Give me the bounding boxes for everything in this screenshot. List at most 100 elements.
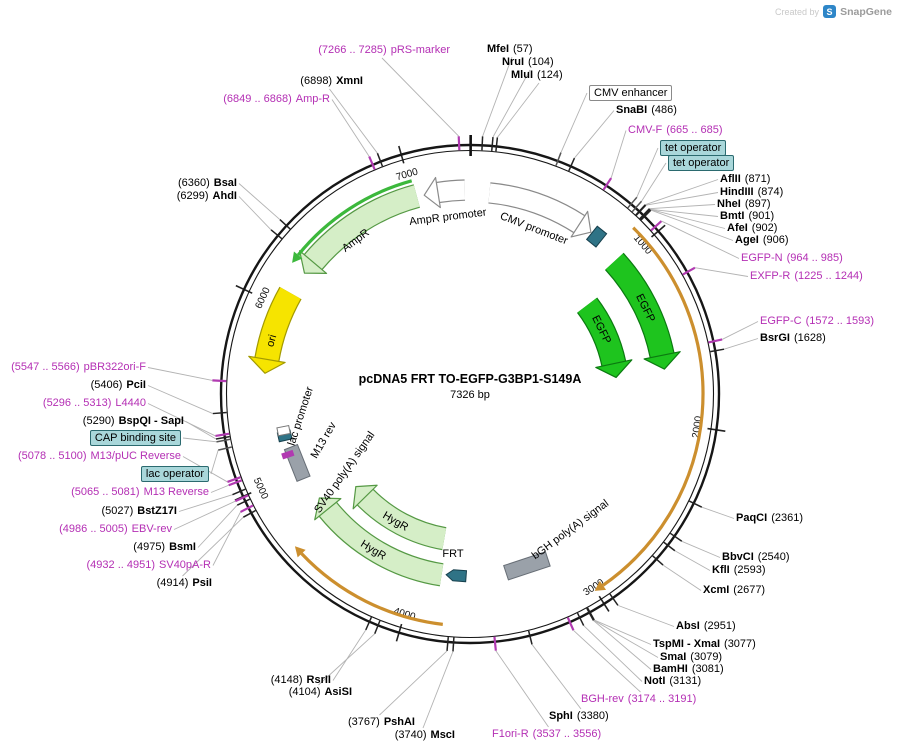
enzyme-label-sphi[interactable]: SphI (3380) [549,710,613,723]
watermark-created-by: Created by [775,6,820,17]
feature-arrowhead-ampr[interactable] [299,250,328,275]
site-tick [493,636,497,651]
enzyme-label-pcii[interactable]: (5406) PciI [87,379,146,392]
feature-arc-hygr[interactable] [357,489,447,550]
feature-box-purple[interactable] [281,449,295,460]
primer-label-exfp-r[interactable]: EXFP-R (1225 .. 1244) [750,270,867,283]
enzyme-label-mfei[interactable]: MfeI (57) [487,43,537,56]
callout-line [178,494,233,512]
feature-box-gray[interactable] [283,443,311,482]
backbone-inner-ring[interactable] [225,149,715,639]
orf-arc-orange[interactable] [300,552,443,626]
site-tick [710,348,725,353]
enzyme-label-aflii[interactable]: AflII (871) [720,173,774,186]
enzyme-label-noti[interactable]: NotI (3131) [644,675,705,688]
plasmid-title-block: pcDNA5 FRT TO-EGFP-G3BP1-S149A 7326 bp [359,372,582,401]
feature-arrowhead-ori[interactable] [248,355,286,374]
feature-box-gray[interactable] [503,551,551,581]
orf-arc-orange[interactable] [602,226,705,587]
enzyme-label-nrui[interactable]: NruI (104) [502,56,558,69]
site-tick [481,136,484,151]
primer-label-cmv-f[interactable]: CMV-F (665 .. 685) [628,124,727,137]
enzyme-label-asisi[interactable]: (4104) AsiSI [285,686,352,699]
feature-arrowhead-hygr[interactable] [352,484,378,510]
orf-arc-green[interactable] [296,179,413,257]
primer-label-sv40pa-r[interactable]: (4932 .. 4951) SV40pA-R [83,559,211,572]
primer-label-bgh-rev[interactable]: BGH-rev (3174 .. 3191) [581,693,700,706]
callout-line [594,619,652,645]
enzyme-label-psii[interactable]: (4914) PsiI [153,577,212,590]
enzyme-label-bmti[interactable]: BmtI (901) [720,210,778,223]
feature-arrowhead-egfp[interactable] [595,359,633,379]
feature-arc-ori[interactable] [255,287,301,362]
site-tick [242,509,256,518]
callout-line [482,56,513,137]
feature-box-teal[interactable] [585,225,608,248]
callout-line [636,147,659,198]
backbone-outer-ring[interactable] [219,143,721,645]
site-tick [234,494,249,503]
primer-label-egfp-n[interactable]: EGFP-N (964 .. 985) [741,252,847,265]
enzyme-label-afei[interactable]: AfeI (902) [727,222,781,235]
site-tick [495,137,499,152]
enzyme-label-bbvci[interactable]: BbvCI (2540) [722,551,794,564]
enzyme-label-xmni[interactable]: (6898) XmnI [296,75,363,88]
region-label-lac-operator[interactable]: lac operator [140,466,209,482]
feature-arrowhead-ampr-promoter[interactable] [423,176,441,209]
primer-range: (5547 .. 5566) [11,361,80,373]
enzyme-label-nhei[interactable]: NheI (897) [717,198,775,211]
enzyme-label-ahdi[interactable]: (6299) AhdI [173,190,237,203]
enzyme-label-rsrii[interactable]: (4148) RsrII [267,674,331,687]
site-tick [669,532,683,542]
primer-label-ebv-rev[interactable]: (4986 .. 5005) EBV-rev [55,523,172,536]
enzyme-label-snabi[interactable]: SnaBI (486) [616,104,681,117]
enzyme-label-paqci[interactable]: PaqCI (2361) [736,512,807,525]
enzyme-label-kfli[interactable]: KflI (2593) [712,564,770,577]
region-label-cap-binding-site[interactable]: CAP binding site [89,430,181,446]
site-tick [555,152,562,166]
enzyme-name: MfeI [487,43,509,55]
enzyme-label-hindiii[interactable]: HindIII (874) [720,186,787,199]
region-label-tet-operator-2[interactable]: tet operator [668,155,735,171]
primer-label-amp-r[interactable]: (6849 .. 6868) Amp-R [219,93,330,106]
enzyme-label-bsmi[interactable]: (4975) BsmI [129,541,196,554]
feature-box-white[interactable] [276,425,291,437]
primer-label-l4440[interactable]: (5296 .. 5313) L4440 [39,397,146,410]
enzyme-label-bspqi-sapi[interactable]: (5290) BspQI - SapI [79,415,184,428]
enzyme-label-bstz17i[interactable]: (5027) BstZ17I [97,505,177,518]
feature-arrowhead-cmv-promoter[interactable] [570,210,592,238]
region-label-tet-operator-1[interactable]: tet operator [660,140,727,156]
primer-label-m13-reverse[interactable]: (5065 .. 5081) M13 Reverse [67,486,209,499]
site-tick [376,152,384,167]
enzyme-label-smai[interactable]: SmaI (3079) [660,651,726,664]
feature-arc-egfp[interactable] [577,298,626,367]
feature-arc-egfp[interactable] [605,253,674,358]
enzyme-label-msci[interactable]: (3740) MscI [391,729,455,742]
feature-arc-ampr[interactable] [304,185,420,270]
primer-name: M13 Reverse [143,486,209,498]
feature-arrowhead-egfp[interactable] [643,351,681,370]
enzyme-label-bamhi[interactable]: BamHI (3081) [653,663,728,676]
primer-label-m13-puc-reverse[interactable]: (5078 .. 5100) M13/pUC Reverse [14,450,181,463]
callout-line [583,625,643,682]
enzyme-label-absi[interactable]: AbsI (2951) [676,620,740,633]
feature-arc-cmv-promoter[interactable] [488,183,585,233]
enzyme-label-pshai[interactable]: (3767) PshAI [344,716,415,729]
primer-label-f1ori-r[interactable]: F1ori-R (3537 .. 3556) [492,728,605,741]
site-tick [527,630,533,645]
enzyme-label-agei[interactable]: AgeI (906) [735,234,793,247]
enzyme-label-bsai[interactable]: (6360) BsaI [174,177,237,190]
callout-line [332,629,367,681]
primer-label-egfp-c[interactable]: EGFP-C (1572 .. 1593) [760,315,878,328]
feature-arc-hygr[interactable] [319,502,444,586]
primer-label-prs-marker[interactable]: (7266 .. 7285) pRS-marker [314,44,450,57]
frt-site-arrow[interactable] [445,569,468,583]
region-label-cmv-enhancer[interactable]: CMV enhancer [589,85,673,101]
enzyme-label-tspmi-xmai[interactable]: TspMI - XmaI (3077) [653,638,760,651]
enzyme-label-mlui[interactable]: MluI (124) [511,69,567,82]
feature-arc-ampr-promoter[interactable] [436,180,466,202]
feature-arrowhead-hygr[interactable] [314,497,342,521]
enzyme-label-xcmi[interactable]: XcmI (2677) [703,584,769,597]
primer-label-pbr322ori-f[interactable]: (5547 .. 5566) pBR322ori-F [7,361,146,374]
enzyme-label-bsrgi[interactable]: BsrGI (1628) [760,332,830,345]
